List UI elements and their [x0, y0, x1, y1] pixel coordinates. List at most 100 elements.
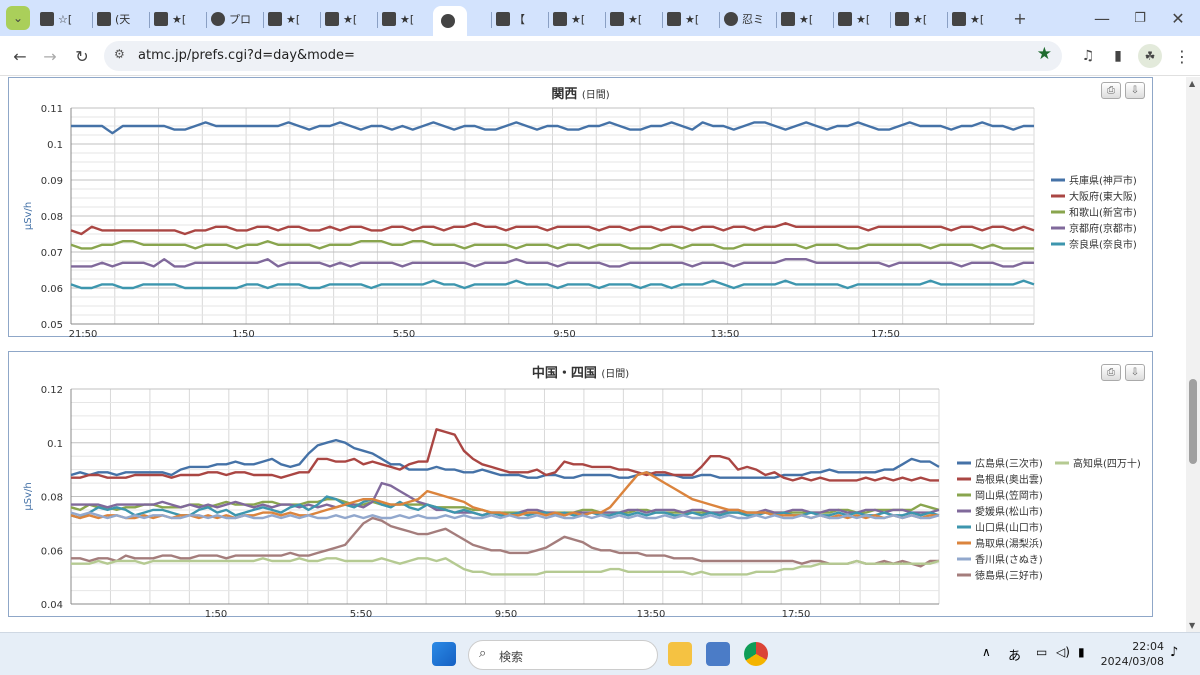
tab-search-chevron-icon[interactable]: ⌄	[6, 6, 30, 30]
series-line[interactable]	[71, 428, 939, 482]
legend-label[interactable]: 鳥取県(湯梨浜)	[975, 537, 1043, 550]
start-windows-icon[interactable]	[432, 642, 456, 666]
notepad-icon[interactable]	[706, 642, 730, 666]
network-icon[interactable]: ▭	[1036, 645, 1048, 659]
new-tab-button[interactable]: +	[1013, 8, 1027, 28]
bookmark-star-icon[interactable]: ★	[1036, 44, 1052, 64]
back-arrow-icon[interactable]: ←	[13, 46, 27, 66]
browser-tab[interactable]: 【	[496, 6, 525, 32]
clock[interactable]: 22:04 2024/03/08	[1101, 639, 1164, 669]
series-line[interactable]	[70, 471, 939, 520]
series-line[interactable]	[71, 516, 939, 568]
site-info-icon[interactable]: ⚙	[114, 47, 125, 61]
y-tick-label: 0.09	[41, 176, 63, 187]
x-tick-label: 17:50	[782, 609, 811, 618]
scrollbar-thumb[interactable]	[1189, 379, 1197, 464]
restore-icon[interactable]: ❐	[1134, 10, 1146, 26]
forward-arrow-icon[interactable]: →	[43, 46, 57, 66]
series-line[interactable]	[70, 239, 1034, 250]
kansai-chart-title: 関西 (日間)	[551, 87, 610, 102]
globe-icon	[441, 14, 455, 28]
notification-bell-icon[interactable]: ♪	[1170, 645, 1179, 660]
sidepanel-icon[interactable]: ▮	[1114, 48, 1122, 64]
print-icon[interactable]: ⎙	[1101, 82, 1121, 99]
profile-avatar[interactable]: ☘	[1138, 44, 1162, 68]
ime-indicator[interactable]: あ	[1008, 649, 1022, 664]
browser-tab[interactable]: ★[	[553, 6, 585, 32]
site-icon	[610, 12, 624, 26]
tab-label: ★[	[571, 12, 586, 26]
chrome-icon[interactable]	[744, 642, 768, 666]
browser-tab[interactable]: ★[	[667, 6, 699, 32]
battery-icon[interactable]: ▮	[1078, 645, 1085, 659]
legend-label[interactable]: 大阪府(東大阪)	[1069, 190, 1137, 203]
browser-tab[interactable]: ★[	[838, 6, 870, 32]
volume-icon[interactable]: ◁)	[1056, 645, 1070, 659]
series-line[interactable]	[70, 221, 1035, 236]
legend-label[interactable]: 山口県(山口市)	[975, 521, 1043, 534]
legend-label[interactable]: 香川県(さぬき)	[975, 554, 1043, 566]
legend-label[interactable]: 奈良県(奈良市)	[1069, 238, 1137, 251]
y-tick-label: 0.08	[41, 212, 63, 223]
legend-label[interactable]: 和歌山(新宮市)	[1069, 206, 1137, 219]
legend-label[interactable]: 徳島県(三好市)	[975, 569, 1043, 582]
address-bar[interactable]: ⚙ atmc.jp/prefs.cgi?d=day&mode= ★	[104, 41, 1062, 71]
series-line[interactable]	[70, 511, 940, 520]
tab-label: ★[	[970, 12, 985, 26]
taskbar-search[interactable]: ⌕ 検索	[468, 640, 658, 670]
reload-icon[interactable]: ↻	[75, 46, 89, 66]
browser-tab[interactable]: ★[	[895, 6, 927, 32]
page-content: 関西 (日間) ⎙ ⇩ 0.05 0.06 0.07 0.08 0.09 0.1 0.11 µ…	[0, 77, 1186, 632]
browser-tab[interactable]: ★[	[382, 6, 414, 32]
tab-label: 【	[514, 13, 525, 26]
download-icon[interactable]: ⇩	[1125, 364, 1145, 381]
browser-tab[interactable]: ☆[	[40, 6, 72, 32]
x-tick-label: 5:50	[350, 609, 372, 618]
browser-tab[interactable]: 忍ミ	[724, 6, 764, 32]
media-icon[interactable]: ♫	[1081, 48, 1095, 64]
browser-tab[interactable]: ★[	[952, 6, 984, 32]
chugoku-shikoku-line-chart: 0.04 0.06 0.08 0.1 0.12 µSv/h 1:50 5:50 9:50 13:5…	[23, 385, 1141, 618]
kansai-chart-panel: 関西 (日間) ⎙ ⇩ 0.05 0.06 0.07 0.08 0.09 0.1 0.11 µ…	[8, 77, 1153, 338]
legend-label[interactable]: 広島県(三次市)	[975, 457, 1043, 470]
tray-chevron-icon[interactable]: ∧	[982, 645, 991, 659]
site-icon	[97, 12, 111, 26]
series-line[interactable]	[71, 257, 1034, 268]
browser-tab[interactable]: (天	[97, 6, 130, 32]
browser-tab[interactable]: ★[	[610, 6, 642, 32]
browser-tab[interactable]	[433, 6, 467, 36]
site-icon	[667, 12, 681, 26]
series-line[interactable]	[71, 557, 940, 576]
legend-label[interactable]: 兵庫県(神戸市)	[1069, 174, 1137, 187]
tab-label: ★[	[400, 12, 415, 26]
legend-label[interactable]: 京都府(京都市)	[1069, 222, 1137, 235]
legend-label[interactable]: 高知県(四万十)	[1073, 457, 1141, 470]
chugoku-chart-title: 中国・四国 (日間)	[531, 366, 630, 381]
print-icon[interactable]: ⎙	[1101, 364, 1121, 381]
browser-tab[interactable]: プロ	[211, 6, 251, 32]
legend-label[interactable]: 岡山県(笠岡市)	[975, 489, 1043, 502]
series-line[interactable]	[70, 497, 940, 514]
file-explorer-icon[interactable]	[668, 642, 692, 666]
series-line[interactable]	[70, 438, 940, 479]
minimize-icon[interactable]: —	[1094, 8, 1110, 28]
tab-label: ★[	[685, 12, 700, 26]
series-line[interactable]	[71, 121, 1034, 135]
browser-tab[interactable]: ★[	[781, 6, 813, 32]
browser-tab[interactable]: ★[	[154, 6, 186, 32]
series-line[interactable]	[70, 279, 1035, 290]
menu-kebab-icon[interactable]: ⋮	[1174, 46, 1190, 66]
x-tick-label: 21:50	[69, 329, 98, 338]
download-icon[interactable]: ⇩	[1125, 82, 1145, 99]
site-icon	[268, 12, 282, 26]
close-window-icon[interactable]: ✕	[1171, 8, 1185, 28]
page-scrollbar[interactable]: ▲ ▼	[1186, 77, 1200, 632]
legend-label[interactable]: 愛媛県(松山市)	[975, 505, 1043, 518]
tab-label: ★[	[628, 12, 643, 26]
site-icon	[382, 12, 396, 26]
x-tick-label: 1:50	[205, 609, 227, 618]
browser-tab[interactable]: ★[	[325, 6, 357, 32]
legend-label[interactable]: 島根県(奥出雲)	[975, 473, 1043, 486]
tab-bar: ⌄ ☆[(天 ★[プロ ★[★[★[【★[★[★[忍ミ ★[★[★[★[ + — ❐ …	[0, 0, 1200, 36]
browser-tab[interactable]: ★[	[268, 6, 300, 32]
